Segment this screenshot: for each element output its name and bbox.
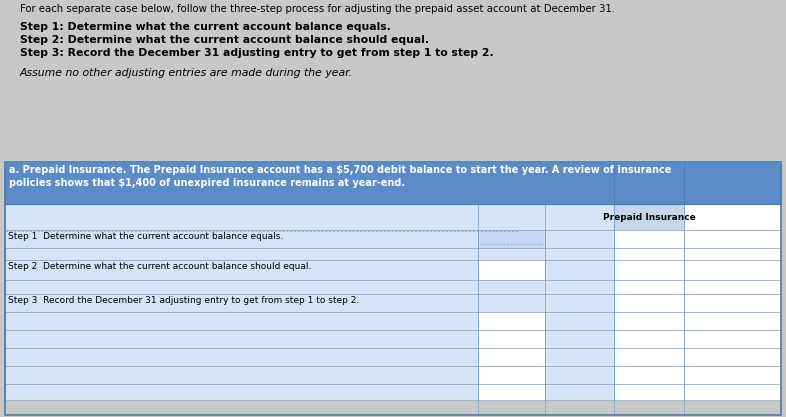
Bar [684, 384, 781, 400]
Bar [545, 230, 614, 248]
Text: Assume no other adjusting entries are made during the year.: Assume no other adjusting entries are ma… [20, 68, 353, 78]
Bar [545, 330, 614, 348]
Bar [684, 366, 781, 384]
Bar [545, 260, 614, 280]
Bar [684, 280, 781, 294]
Bar [614, 230, 684, 248]
Bar [5, 312, 478, 330]
Bar [614, 294, 684, 312]
Bar [614, 312, 684, 330]
Bar [545, 366, 614, 384]
Text: Prepaid Insurance: Prepaid Insurance [603, 213, 696, 221]
Bar [5, 248, 614, 260]
Bar [478, 230, 545, 248]
Bar [478, 312, 545, 330]
Bar [614, 330, 684, 348]
Bar [684, 260, 781, 280]
Text: For each separate case below, follow the three-step process for adjusting the pr: For each separate case below, follow the… [20, 4, 615, 14]
Bar [684, 294, 781, 312]
Bar [545, 384, 614, 400]
Bar [614, 260, 684, 280]
Bar [5, 348, 478, 366]
Bar [5, 366, 478, 384]
Bar [5, 230, 478, 248]
Bar [5, 280, 614, 294]
Bar [5, 384, 478, 400]
Bar [5, 162, 781, 204]
Bar [684, 204, 781, 230]
Bar [614, 366, 684, 384]
Bar [614, 280, 684, 294]
Bar [614, 204, 684, 230]
Text: Step 2: Determine what the current account balance should equal.: Step 2: Determine what the current accou… [20, 35, 429, 45]
Text: Step 1  Determine what the current account balance equals.: Step 1 Determine what the current accoun… [8, 232, 283, 241]
Bar [5, 260, 478, 280]
Text: policies shows that $1,400 of unexpired insurance remains at year-end.: policies shows that $1,400 of unexpired … [9, 178, 405, 188]
Bar [5, 204, 614, 230]
Bar [684, 230, 781, 248]
Bar [614, 248, 684, 260]
Bar [5, 294, 614, 312]
Bar [545, 312, 614, 330]
Bar [478, 330, 545, 348]
Bar [614, 348, 684, 366]
Bar [614, 384, 684, 400]
Bar [684, 330, 781, 348]
Text: Step 1: Determine what the current account balance equals.: Step 1: Determine what the current accou… [20, 22, 391, 32]
Text: a. Prepaid Insurance. The Prepaid Insurance account has a $5,700 debit balance t: a. Prepaid Insurance. The Prepaid Insura… [9, 165, 671, 175]
Bar [5, 162, 781, 415]
Bar [478, 384, 545, 400]
Bar [545, 348, 614, 366]
Bar [684, 348, 781, 366]
Bar [5, 330, 478, 348]
Bar [478, 348, 545, 366]
Text: Step 2  Determine what the current account balance should equal.: Step 2 Determine what the current accoun… [8, 262, 311, 271]
Text: Step 3: Record the December 31 adjusting entry to get from step 1 to step 2.: Step 3: Record the December 31 adjusting… [20, 48, 494, 58]
Bar [478, 366, 545, 384]
Bar [478, 260, 545, 280]
Bar [684, 248, 781, 260]
Bar [684, 312, 781, 330]
Text: Step 3  Record the December 31 adjusting entry to get from step 1 to step 2.: Step 3 Record the December 31 adjusting … [8, 296, 359, 305]
